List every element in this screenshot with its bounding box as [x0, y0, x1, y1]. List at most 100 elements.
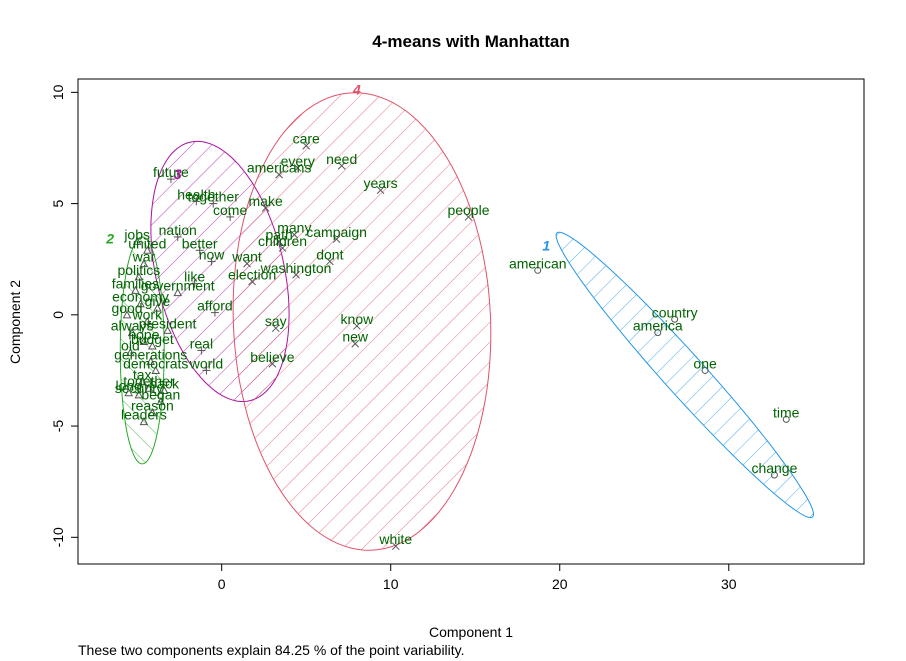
point-marker-one [701, 366, 709, 374]
x-tick-label: 20 [552, 576, 568, 592]
point-marker-politics [134, 272, 144, 281]
point-label-reason: reason [131, 398, 174, 414]
point-label-afford: afford [197, 298, 233, 314]
point-marker-jobs [132, 236, 142, 245]
point-label-one: one [693, 355, 717, 371]
point-label-long: long [115, 378, 141, 394]
point-marker-real [197, 346, 206, 355]
point-label-white: white [378, 531, 412, 547]
point-label-families: families [112, 275, 159, 291]
point-label-together: together [188, 189, 240, 205]
point-marker-future [166, 175, 175, 184]
point-label-security: security [115, 380, 163, 396]
x-axis-label: Component 1 [429, 624, 513, 640]
point-marker-old [126, 348, 135, 357]
point-label-health: health [177, 186, 215, 202]
point-label-real: real [190, 335, 213, 351]
point-marker-began [156, 397, 166, 406]
point-label-election: election [228, 266, 276, 282]
point-marker-security [134, 390, 144, 399]
point-label-washington: washington [260, 260, 332, 276]
point-label-world: world [189, 355, 223, 371]
point-marker-path [275, 237, 284, 246]
point-marker-children [278, 244, 287, 252]
x-tick-label: 0 [218, 576, 226, 592]
point-marker-know [353, 322, 361, 330]
point-marker-need [337, 161, 346, 170]
point-label-people: people [447, 202, 489, 218]
point-label-like: like [184, 269, 205, 285]
cluster-4-ellipse [232, 92, 492, 551]
point-label-care: care [293, 131, 320, 147]
cluster-1-ellipse [555, 231, 815, 519]
point-marker-americans [275, 170, 284, 179]
variability-note: These two components explain 84.25 % of … [78, 642, 465, 658]
point-marker-change [770, 471, 778, 479]
point-marker-american [534, 266, 542, 274]
point-marker-believe [268, 359, 277, 368]
point-marker-want [243, 259, 251, 268]
y-tick-label: 10 [50, 84, 66, 100]
y-tick-label: 5 [50, 199, 66, 207]
point-label-need: need [326, 151, 357, 167]
point-marker-now [207, 257, 216, 266]
point-marker-united [142, 245, 152, 254]
point-label-budget: budget [131, 331, 174, 347]
x-tick-label: 30 [721, 576, 737, 592]
point-label-leaders: leaders [121, 407, 167, 423]
clusters-layer [119, 92, 815, 551]
point-marker-say [271, 324, 280, 333]
point-label-children: children [258, 233, 307, 249]
point-label-good: good [111, 300, 142, 316]
point-label-country: country [652, 304, 698, 320]
point-label-president: president [139, 315, 197, 331]
point-marker-war [139, 259, 149, 268]
point-marker-world [202, 366, 211, 375]
cluster-4-label: 4 [352, 82, 361, 98]
point-marker-time [782, 415, 790, 423]
point-marker-tax [137, 377, 147, 386]
point-label-believe: believe [250, 349, 295, 365]
point-marker-government [173, 288, 183, 297]
point-marker-america [654, 329, 662, 337]
point-marker-budget [148, 341, 157, 350]
point-marker-generations [146, 356, 156, 366]
point-marker-every [293, 164, 302, 172]
chart-title: 4-means with Manhattan [372, 32, 569, 51]
point-label-america: america [633, 318, 683, 334]
point-marker-leaders [139, 417, 149, 426]
point-marker-give [153, 303, 162, 312]
y-tick-label: -10 [50, 527, 66, 547]
point-marker-washington [292, 270, 300, 279]
point-marker-nation [173, 232, 182, 241]
point-marker-hope [139, 336, 149, 346]
point-label-nation: nation [159, 222, 197, 238]
point-label-years: years [363, 175, 397, 191]
point-label-every: every [281, 153, 315, 169]
point-marker-long [124, 388, 134, 397]
point-label-want: want [231, 249, 262, 265]
point-label-government: government [141, 278, 215, 294]
point-marker-better [195, 246, 204, 255]
point-label-old: old [121, 338, 140, 354]
point-label-jobs: jobs [123, 226, 150, 242]
cluster-2-label: 2 [105, 231, 114, 247]
point-marker-come [226, 212, 235, 221]
x-tick-label: 10 [383, 576, 399, 592]
point-label-americans: americans [247, 160, 312, 176]
y-axis-label: Component 2 [7, 280, 23, 364]
point-marker-reason [148, 408, 157, 417]
point-marker-country [671, 315, 679, 323]
point-marker-new [351, 339, 360, 348]
point-marker-back [159, 385, 169, 394]
point-marker-many [290, 230, 299, 239]
y-axis: -10 -5 0 5 10 [50, 84, 79, 547]
point-label-work: work [132, 307, 164, 323]
point-marker-election [248, 277, 256, 286]
point-label-give: give [145, 293, 171, 309]
point-label-change: change [751, 460, 797, 476]
point-marker-always [127, 328, 137, 337]
cluster-1-label: 1 [542, 237, 550, 253]
